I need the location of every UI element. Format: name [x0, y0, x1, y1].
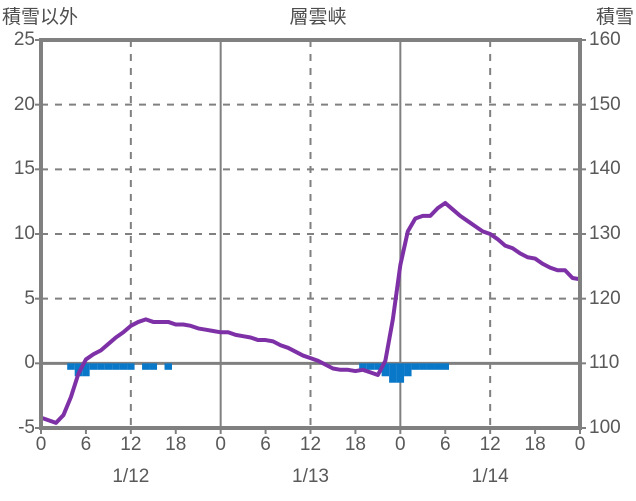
- x-hour-tick-label: 12: [120, 434, 142, 455]
- y-right-tick-label: 110: [589, 352, 620, 374]
- y-left-tick-label: 15: [13, 158, 35, 180]
- y-right-tick-label: 130: [589, 223, 621, 244]
- x-hour-tick-label: 0: [395, 434, 406, 455]
- y-left-tick-label: -5: [18, 417, 35, 438]
- x-hour-tick-label: 6: [80, 434, 92, 455]
- y-left-tick-label: 0: [24, 352, 35, 374]
- x-hour-tick-label: 18: [165, 434, 187, 455]
- chart-title: 層雲峡: [289, 7, 347, 28]
- x-hour-tick-label: 0: [215, 434, 226, 455]
- y-right-tick-label: 150: [589, 93, 621, 115]
- y-right-tick-label: 160: [589, 29, 621, 50]
- y-right-tick-label: 140: [589, 158, 621, 180]
- x-day-label: 1/12: [112, 466, 150, 487]
- x-hour-tick-label: 12: [299, 434, 322, 455]
- left-axis-title: 積雪以外: [2, 7, 79, 28]
- x-day-label: 1/14: [471, 466, 509, 487]
- gridlines: [41, 40, 580, 428]
- y-right-tick-label: 100: [589, 417, 621, 438]
- x-hour-tick-label: 6: [439, 434, 451, 455]
- x-hour-tick-label: 6: [260, 434, 271, 455]
- x-hour-tick-label: 0: [35, 434, 47, 455]
- y-right-tick-label: 120: [589, 287, 621, 309]
- y-left-tick-label: 20: [13, 93, 35, 115]
- axis-frame: [35, 38, 586, 434]
- x-hour-tick-label: 0: [574, 434, 586, 455]
- x-hour-tick-label: 12: [479, 434, 501, 455]
- x-day-label: 1/13: [292, 466, 329, 487]
- y-left-tick-label: 25: [13, 29, 35, 50]
- y-left-tick-label: 10: [13, 223, 35, 244]
- precipitation-line: [39, 200, 582, 425]
- x-hour-tick-label: 18: [524, 434, 546, 455]
- x-hour-tick-label: 18: [344, 434, 366, 455]
- right-axis-title: 積雪: [595, 7, 634, 28]
- snow-depth-bars: [67, 363, 449, 383]
- y-left-tick-label: 5: [24, 287, 35, 309]
